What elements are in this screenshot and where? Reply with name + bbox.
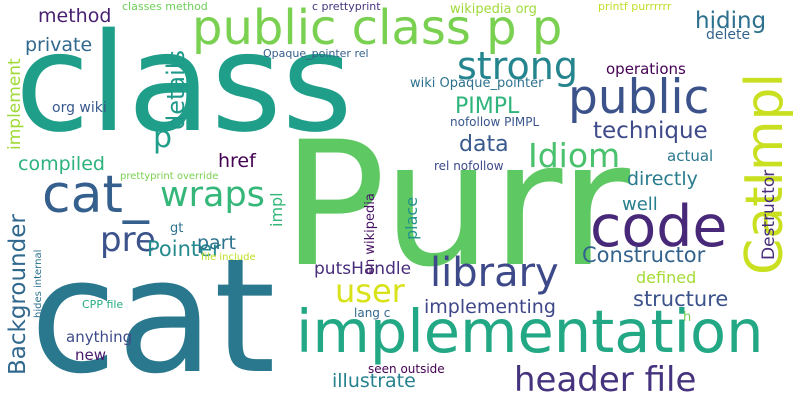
word-gt: gt <box>170 221 183 236</box>
word-delete: delete <box>706 27 750 43</box>
word-defined: defined <box>636 268 696 287</box>
word-cat: cat <box>30 225 276 400</box>
word-nofollow-pimpl: nofollow PIMPL <box>450 115 540 129</box>
word-anything: anything <box>66 328 132 346</box>
word-hiding: hiding <box>695 8 766 34</box>
word-header-file: header file <box>514 360 696 400</box>
word-new: new <box>75 346 106 364</box>
word-part: part <box>197 232 236 254</box>
word-purr: Purr <box>282 104 630 305</box>
word-compiled: compiled <box>18 153 105 175</box>
word-method: method <box>38 5 111 27</box>
word-details: details <box>162 50 190 130</box>
word-wraps: wraps <box>160 175 265 215</box>
word-h: h <box>683 310 691 325</box>
word-public: public <box>568 70 709 125</box>
word-technique: technique <box>593 118 708 144</box>
word-well: well <box>622 194 658 215</box>
word-public-class-p-p: public class p p <box>192 0 562 56</box>
word-destructor: Destructor <box>759 170 779 260</box>
word-c-prettyprint: c prettyprint <box>312 0 381 13</box>
word-classes-method: classes method <box>122 0 208 13</box>
word-seen-outside: seen outside <box>368 362 445 376</box>
word-pre: pre <box>100 220 156 260</box>
word-implement: implement <box>5 58 25 150</box>
word-illustrate: illustrate <box>332 370 416 392</box>
word-org-wiki: org wiki <box>52 100 107 116</box>
word-catimpl: CatImpl <box>735 73 795 275</box>
word-strong: strong <box>457 44 578 88</box>
word-constructor: Constructor <box>582 243 706 267</box>
word-hides-internal: hides internal <box>33 250 44 318</box>
word-wiki-opaque-pointer: wiki Opaque_pointer <box>410 76 544 91</box>
word-printf-purrrrrr: printf purrrrrr <box>598 0 672 13</box>
word-en-wikipedia: en wikipedia <box>363 193 378 275</box>
word-pointer: Pointer <box>147 237 221 261</box>
word-impl: impl <box>267 192 286 227</box>
word-rel-nofollow: rel nofollow <box>434 159 504 173</box>
word-operations: operations <box>606 60 686 78</box>
word-pimpl: PIMPL <box>455 94 520 119</box>
word-user: user <box>335 272 406 310</box>
word-place: place <box>402 197 421 240</box>
word-private: private <box>25 34 92 56</box>
word-cat-underscore: cat_ <box>42 165 150 225</box>
word-prettyprint-override: prettyprint override <box>120 171 218 182</box>
word-implementation: implementation <box>296 297 763 366</box>
word-file-include: file include <box>201 252 256 263</box>
word-code: code <box>590 194 727 260</box>
word-idiom: Idiom <box>528 136 620 175</box>
word-structure: structure <box>633 287 728 311</box>
word-cpp-file: CPP file <box>82 298 123 311</box>
word-p: p <box>153 120 172 155</box>
word-directly: directly <box>627 168 698 190</box>
word-data: data <box>459 132 509 157</box>
word-library: library <box>430 250 559 296</box>
word-lang-c: lang c <box>354 306 390 320</box>
word-actual: actual <box>667 147 713 165</box>
word-href: href <box>218 150 257 172</box>
word-opaque-pointer-rel: Opaque_pointer rel <box>263 47 369 60</box>
word-wikipedia-org: wikipedia org <box>450 2 537 17</box>
word-putshandle: putsHandle <box>314 259 411 279</box>
word-backgrounder: Backgrounder <box>5 214 31 375</box>
word-class: class <box>15 5 353 163</box>
word-implementing: implementing <box>424 296 556 318</box>
